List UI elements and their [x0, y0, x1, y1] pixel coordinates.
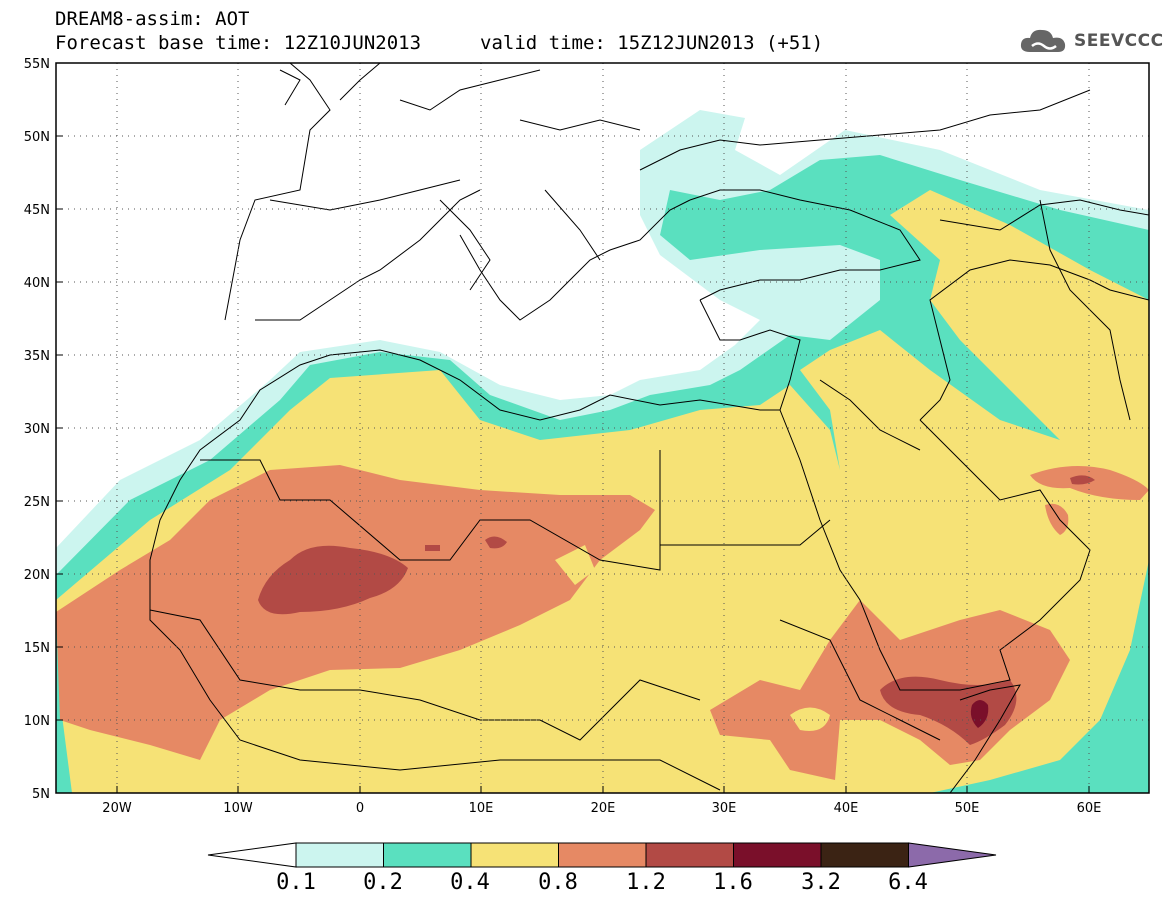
valid-time: valid time: 15Z12JUN2013 (+51)	[480, 32, 824, 54]
lat-label: 25N	[24, 495, 50, 510]
cloud-icon	[1020, 29, 1066, 52]
colorbar-extend-high	[908, 842, 997, 868]
colorbar-label: 0.4	[450, 870, 490, 895]
map-title: DREAM8-assim: AOT	[55, 8, 250, 30]
aot-contour-1.6	[970, 700, 989, 728]
lat-label: 5N	[32, 787, 50, 802]
lat-label: 15N	[24, 641, 50, 656]
colorbar-swatch	[733, 842, 822, 868]
aot-contour-0.8-west	[56, 465, 655, 760]
lon-labels: 20W 10W 0 10E 20E 30E 40E 50E 60E	[102, 801, 1101, 816]
colorbar-label: 1.2	[626, 870, 666, 895]
colorbar-swatch	[470, 842, 559, 868]
aot-contour-1.2-horn	[880, 676, 1017, 745]
lon-label: 0	[356, 801, 364, 816]
lon-label: 40E	[834, 801, 859, 816]
coastlines	[149, 63, 1149, 793]
colorbar-label: 0.8	[538, 870, 578, 895]
lon-label: 10W	[223, 801, 253, 816]
logo-text: SEEVCCC	[1074, 31, 1164, 51]
colorbar-extend-low	[207, 842, 297, 868]
colorbar	[207, 842, 997, 868]
lat-label: 50N	[24, 130, 50, 145]
lon-label: 10E	[469, 801, 494, 816]
colorbar-swatch	[645, 842, 734, 868]
aot-contour-1.2-sahara	[258, 545, 408, 615]
logo: SEEVCCC	[1018, 24, 1164, 58]
lon-label: 50E	[955, 801, 980, 816]
colorbar-label: 3.2	[801, 870, 841, 895]
lat-label: 30N	[24, 422, 50, 437]
lon-label: 60E	[1077, 801, 1102, 816]
aot-field	[56, 63, 1149, 793]
lat-lon-grid	[56, 63, 1149, 793]
lat-label: 45N	[24, 203, 50, 218]
forecast-base-time: Forecast base time: 12Z10JUN2013	[55, 32, 422, 54]
lat-label: 55N	[24, 57, 50, 72]
colorbar-swatch	[558, 842, 647, 868]
colorbar-swatch	[820, 842, 909, 868]
lon-label: 20W	[102, 801, 132, 816]
lat-labels: 55N 50N 45N 40N 35N 30N 25N 20N 15N 10N …	[24, 57, 50, 802]
colorbar-swatch	[383, 842, 472, 868]
colorbar-label: 1.6	[713, 870, 753, 895]
lat-label: 40N	[24, 276, 50, 291]
colorbar-swatch	[295, 842, 384, 868]
lat-label: 10N	[24, 714, 50, 729]
colorbar-label: 0.1	[276, 870, 316, 895]
colorbar-label: 0.2	[363, 870, 403, 895]
lon-label: 20E	[591, 801, 616, 816]
lon-label: 30E	[712, 801, 737, 816]
colorbar-label: 6.4	[888, 870, 928, 895]
lat-label: 20N	[24, 568, 50, 583]
lat-label: 35N	[24, 349, 50, 364]
aot-contour-0.8-oman	[1045, 503, 1069, 535]
axis-ticks	[56, 62, 1090, 793]
